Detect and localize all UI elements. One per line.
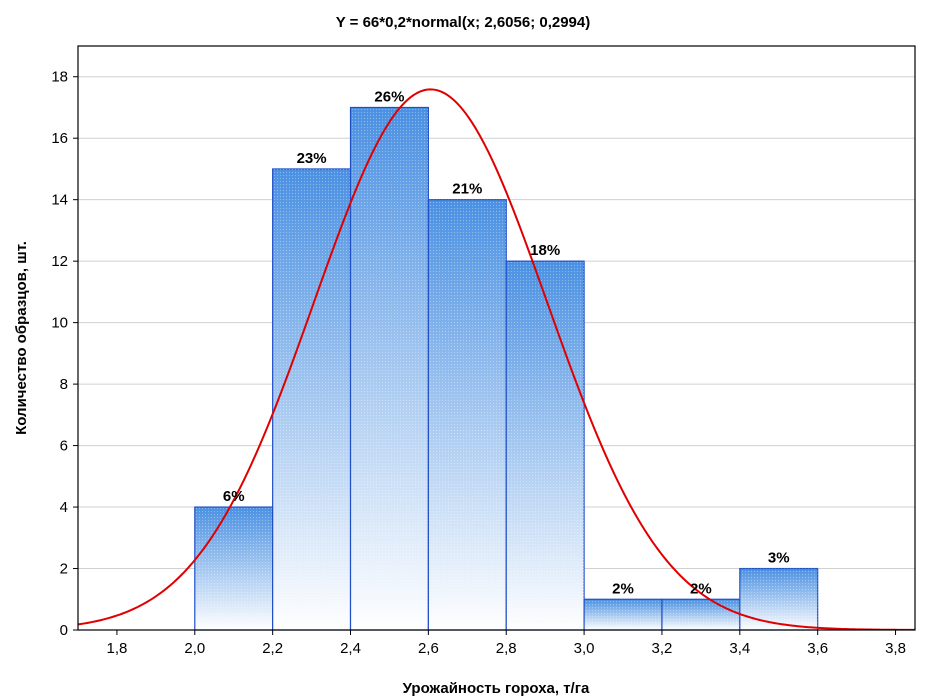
histogram-bar-texture xyxy=(272,168,351,630)
histogram-bar-texture xyxy=(194,507,273,630)
y-axis-label: Количество образцов, шт. xyxy=(13,241,30,435)
x-tick-label: 2,4 xyxy=(340,640,361,657)
y-tick-label: 16 xyxy=(51,130,68,147)
x-tick-label: 3,2 xyxy=(652,640,673,657)
x-tick-label: 3,8 xyxy=(885,640,906,657)
y-tick-label: 10 xyxy=(51,315,68,332)
histogram-bar-texture xyxy=(350,107,429,630)
bar-percent-label: 18% xyxy=(530,242,560,259)
x-tick-label: 2,6 xyxy=(418,640,439,657)
x-tick-label: 3,6 xyxy=(807,640,828,657)
y-tick-label: 14 xyxy=(51,192,68,209)
y-tick-label: 4 xyxy=(60,499,68,516)
x-axis-label: Урожайность гороха, т/га xyxy=(403,680,590,697)
bar-percent-label: 3% xyxy=(768,550,790,567)
histogram-bar-texture xyxy=(428,199,507,630)
y-tick-label: 2 xyxy=(60,561,68,578)
bar-percent-label: 21% xyxy=(452,181,482,198)
x-tick-label: 2,2 xyxy=(262,640,283,657)
bars xyxy=(194,106,819,631)
normal-curve xyxy=(78,88,915,630)
y-tick-label: 6 xyxy=(60,438,68,455)
bar-percent-label: 6% xyxy=(223,488,245,505)
bar-labels: 6% 23% 26% 21% 18% 2% 2% 3% xyxy=(223,88,790,597)
bar-percent-label: 2% xyxy=(612,580,634,597)
histogram-bar-texture xyxy=(661,599,740,630)
y-tick-label: 12 xyxy=(51,253,68,270)
chart-title: Y = 66*0,2*normal(x; 2,6056; 0,2994) xyxy=(336,14,590,31)
x-tick-label: 1,8 xyxy=(107,640,128,657)
plot-frame xyxy=(77,45,916,631)
x-tick-label: 3,4 xyxy=(729,640,750,657)
y-axis-ticks: 0 2 4 6 8 10 12 14 16 18 xyxy=(51,69,78,639)
x-axis-ticks: 1,8 2,0 2,2 2,4 2,6 2,8 3,0 3,2 3,4 3,6 3,8 xyxy=(107,630,906,657)
y-tick-label: 18 xyxy=(51,69,68,86)
x-tick-label: 3,0 xyxy=(574,640,595,657)
bar-percent-label: 2% xyxy=(690,580,712,597)
bar-percent-label: 23% xyxy=(297,150,327,167)
x-tick-label: 2,8 xyxy=(496,640,517,657)
histogram-bar-texture xyxy=(584,599,662,630)
histogram-bar-texture xyxy=(506,261,585,630)
bar-percent-label: 26% xyxy=(374,88,404,105)
histogram-bar-texture xyxy=(739,568,818,630)
x-tick-label: 2,0 xyxy=(184,640,205,657)
fit-curve xyxy=(78,88,915,630)
y-tick-label: 0 xyxy=(60,622,68,639)
y-tick-label: 8 xyxy=(60,376,68,393)
